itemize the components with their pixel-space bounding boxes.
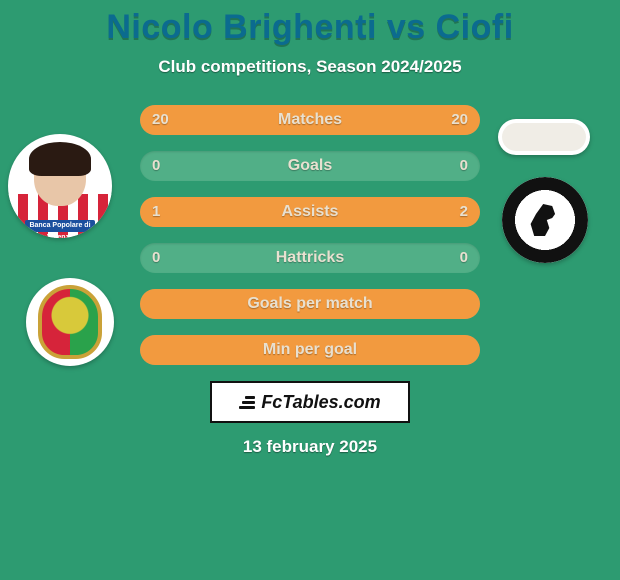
- player-left-sponsor: Banca Popolare di Vicenza: [25, 220, 95, 232]
- stat-row: 20 20 Matches: [140, 105, 480, 135]
- player-right-avatar: [498, 119, 590, 155]
- stat-value-left: 1: [152, 197, 160, 227]
- page-subtitle: Club competitions, Season 2024/2025: [0, 57, 620, 77]
- stat-value-left: 0: [152, 243, 160, 273]
- stat-row: 0 0 Goals: [140, 151, 480, 181]
- stat-label: Goals per match: [247, 295, 372, 313]
- stat-label: Min per goal: [263, 341, 357, 359]
- stat-value-left: 0: [152, 151, 160, 181]
- stat-value-right: 20: [451, 105, 468, 135]
- stat-label: Matches: [278, 111, 342, 129]
- stat-value-right: 0: [460, 243, 468, 273]
- stat-value-left: 20: [152, 105, 169, 135]
- stat-row: Goals per match: [140, 289, 480, 319]
- club-right-badge: [502, 177, 588, 263]
- club-left-badge: [26, 278, 114, 366]
- fctables-badge[interactable]: FcTables.com: [210, 381, 410, 423]
- stat-row: Min per goal: [140, 335, 480, 365]
- stat-row: 1 2 Assists: [140, 197, 480, 227]
- stat-row: 0 0 Hattricks: [140, 243, 480, 273]
- fctables-label: FcTables.com: [261, 392, 380, 413]
- stat-value-right: 2: [460, 197, 468, 227]
- stat-label: Assists: [282, 203, 339, 221]
- page-title: Nicolo Brighenti vs Ciofi: [0, 8, 620, 47]
- fctables-icon: [239, 396, 255, 409]
- player-left-avatar: Banca Popolare di Vicenza: [8, 134, 112, 238]
- date-label: 13 february 2025: [0, 437, 620, 457]
- stat-label: Hattricks: [276, 249, 344, 267]
- stat-value-right: 0: [460, 151, 468, 181]
- stat-label: Goals: [288, 157, 332, 175]
